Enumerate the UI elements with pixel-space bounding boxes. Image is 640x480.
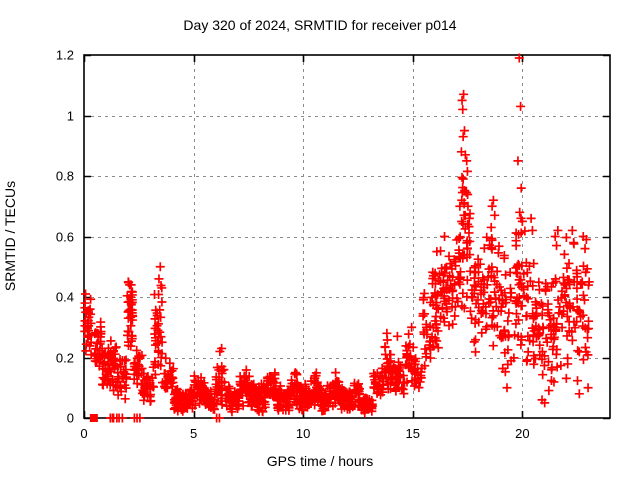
- x-tick-label: 0: [80, 426, 88, 441]
- y-tick-label: 0.8: [55, 168, 74, 184]
- y-tick-label: 0.4: [55, 289, 74, 305]
- y-tick-label: 1: [66, 108, 74, 123]
- x-tick-label: 5: [189, 426, 198, 441]
- y-tick-label: 1.2: [55, 47, 74, 63]
- x-tick-label: 15: [405, 426, 420, 441]
- chart-title: Day 320 of 2024, SRMTID for receiver p01…: [183, 17, 457, 33]
- x-tick-label: 10: [295, 426, 311, 441]
- y-tick-label: 0.6: [55, 229, 74, 244]
- y-tick-label: 0.2: [55, 350, 74, 365]
- x-tick-label: 20: [515, 426, 530, 441]
- y-tick-label: 0: [66, 410, 74, 426]
- y-axis-label: SRMTID / TECUs: [2, 180, 18, 292]
- x-axis-label: GPS time / hours: [266, 453, 374, 469]
